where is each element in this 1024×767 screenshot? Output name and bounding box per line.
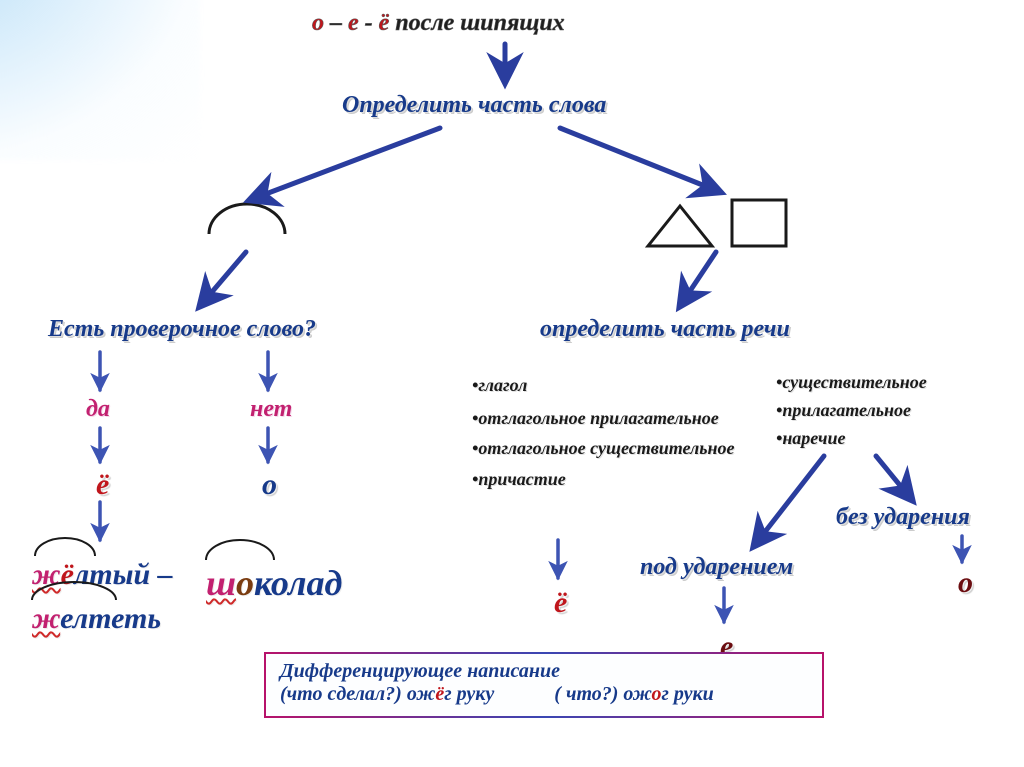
ex3-hot: о: [236, 563, 254, 603]
answer-yes: да: [86, 396, 110, 423]
letter-yo-right: ё: [554, 586, 567, 620]
ex2-prefix: ж: [32, 602, 60, 635]
right-question: определить часть речи: [540, 316, 790, 343]
example-yellow: жёлтый –: [32, 558, 173, 592]
pos-left-2: •отглагольное существительное: [472, 438, 735, 458]
title-e: е: [348, 10, 359, 36]
title-dash2: -: [359, 10, 379, 36]
ex1-prefix: ж: [32, 558, 61, 591]
diagram-title: о – е - ё после шипящих: [312, 10, 565, 37]
ex3-rest: колад: [254, 563, 342, 603]
left-question: Есть проверочное слово?: [48, 316, 316, 343]
pos-right-0: •существительное: [776, 368, 927, 396]
ex1-rest: лтый –: [74, 558, 173, 591]
pos-left-list: •глагол •отглагольное прилагательное •от…: [472, 368, 735, 496]
title-yo: ё: [379, 10, 390, 36]
ex1-hot: ё: [61, 558, 74, 591]
note-line1: Дифференцирующее написание: [280, 660, 808, 683]
pos-right-list: •существительное •прилагательное •наречи…: [776, 368, 927, 452]
note-line2: (что сделал?) ожёг руку ( что?) ожог рук…: [280, 683, 808, 706]
letter-o-right: о: [958, 566, 973, 600]
pos-right-1: •прилагательное: [776, 396, 927, 424]
letter-yo-left: ё: [96, 468, 109, 502]
example-chocolate: шоколад: [206, 562, 342, 604]
example-yellow2: желтеть: [32, 602, 161, 636]
note-box: Дифференцирующее написание (что сделал?)…: [264, 652, 824, 718]
pos-left-1: •отглагольное прилагательное: [472, 408, 735, 428]
title-o: о: [312, 10, 324, 36]
stress-under: под ударением: [640, 554, 793, 581]
letter-o-left: о: [262, 468, 277, 502]
corner-flare: [0, 0, 200, 160]
ex2-rest: лтеть: [73, 602, 161, 635]
answer-no: нет: [250, 396, 292, 423]
ex2-mid: е: [60, 602, 73, 635]
step-determine-part: Определить часть слова: [342, 92, 606, 119]
pos-right-2: •наречие: [776, 424, 927, 452]
title-dash1: –: [324, 10, 348, 36]
stress-none: без ударения: [836, 504, 970, 531]
pos-left-3: •причастие: [472, 462, 735, 496]
pos-left-0: •глагол: [472, 368, 735, 402]
title-rest: после шипящих: [389, 10, 564, 36]
ex3-prefix: ш: [206, 563, 236, 603]
